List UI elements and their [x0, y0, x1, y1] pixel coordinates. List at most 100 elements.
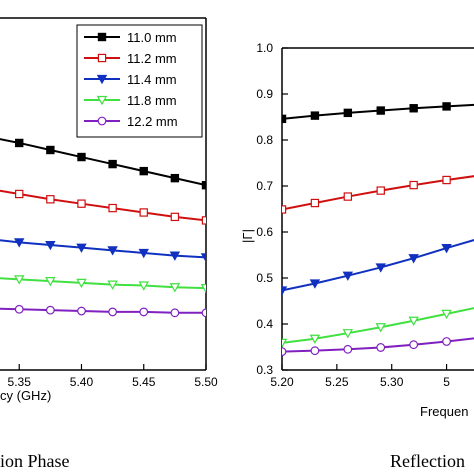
right-point-11-8-mm-2 — [342, 329, 354, 339]
left-x-axis-label: cy (GHz) — [0, 388, 51, 403]
right-y-axis-label: |Γ| — [240, 229, 255, 243]
legend-box — [76, 24, 203, 138]
left-x-tick-label: 5.35 — [8, 375, 32, 389]
right-point-11-8-mm-3 — [375, 323, 386, 333]
right-point-11-8-mm-0 — [282, 338, 288, 349]
left-point-11-2-mm-6 — [139, 208, 148, 217]
left-point-11-8-mm-7 — [169, 283, 181, 293]
right-y-tick-label: 1.0 — [256, 41, 273, 55]
left-point-11-0-mm-8 — [201, 181, 206, 190]
right-point-11-2-mm-3 — [376, 186, 385, 195]
left-point-12-2-mm-6 — [139, 307, 149, 317]
left-point-11-4-mm-6 — [138, 248, 149, 259]
legend-label-11-8-mm: 11.8 mm — [127, 93, 177, 108]
left-point-11-4-mm-8 — [200, 253, 206, 263]
right-point-12-2-mm-5 — [442, 337, 451, 346]
right-point-11-4-mm-0 — [282, 286, 288, 296]
left-point-11-8-mm-4 — [76, 278, 87, 289]
right-x-tick-label: 5.20 — [270, 375, 294, 389]
left-point-11-2-mm-7 — [170, 212, 180, 222]
left-point-11-0-mm-7 — [170, 173, 180, 183]
legend-label-12-2-mm: 12.2 mm — [127, 114, 178, 129]
left-point-11-0-mm-5 — [108, 159, 117, 169]
left-point-12-2-mm-4 — [77, 306, 86, 316]
right-point-12-2-mm-4 — [409, 340, 419, 350]
legend-marker-12-2-mm — [97, 116, 107, 126]
left-point-11-0-mm-3 — [46, 145, 55, 155]
right-point-11-0-mm-0 — [282, 114, 287, 124]
right-y-tick-label: 0.6 — [256, 225, 273, 239]
left-point-12-2-mm-2 — [14, 304, 24, 314]
left-point-11-2-mm-8 — [201, 216, 206, 225]
left-point-11-8-mm-6 — [138, 281, 149, 291]
left-point-11-8-mm-3 — [45, 277, 56, 287]
legend-label-11-0-mm: 11.0 mm — [127, 30, 177, 45]
right-y-tick-label: 0.3 — [256, 363, 273, 377]
legend-label-11-4-mm: 11.4 mm — [127, 72, 177, 87]
legend: 11.0 mm 11.2 mm 11.4 mm 11.8 mm 12.2 mm — [76, 24, 203, 138]
legend-marker-11-8-mm — [96, 95, 108, 106]
right-point-11-8-mm-5 — [441, 309, 452, 320]
left-point-12-2-mm-3 — [45, 305, 55, 315]
left-plot: 5.35 5.40 5.45 5.50 cy (GHz) ion Phase 11.0… — [0, 17, 218, 471]
left-x-tick-label: 5.50 — [194, 375, 218, 389]
right-point-12-2-mm-0 — [282, 347, 287, 356]
right-y-tick-label: 0.4 — [256, 317, 273, 331]
left-point-11-2-mm-4 — [77, 199, 86, 208]
right-point-11-2-mm-4 — [409, 180, 418, 190]
right-point-11-2-mm-5 — [442, 175, 451, 185]
right-point-12-2-mm-1 — [310, 346, 320, 356]
right-point-11-4-mm-2 — [342, 271, 354, 281]
left-caption: ion Phase — [0, 451, 70, 471]
right-x-tick-label: 5.30 — [380, 375, 404, 389]
left-point-11-2-mm-2 — [15, 189, 24, 199]
legend-marker-11-2-mm — [97, 53, 107, 63]
left-point-11-8-mm-5 — [107, 280, 118, 290]
right-y-tick-label: 0.5 — [256, 271, 273, 285]
legend-items: 11.0 mm 11.2 mm 11.4 mm 11.8 mm 12.2 mm — [84, 30, 178, 129]
right-point-11-2-mm-1 — [310, 198, 320, 208]
right-x-tick-label: 5 — [443, 375, 450, 389]
right-y-tick-label: 0.9 — [256, 87, 273, 101]
left-point-12-2-mm-8 — [201, 308, 206, 318]
left-point-11-2-mm-5 — [108, 203, 117, 213]
right-point-11-8-mm-1 — [309, 334, 321, 344]
right-plot: 0.3 0.4 0.5 0.6 0.7 0.8 0.9 1.0 5.20 5.25 5.30 5 |… — [240, 41, 474, 471]
right-point-11-4-mm-4 — [408, 254, 419, 264]
right-point-11-0-mm-5 — [442, 102, 451, 111]
right-point-11-0-mm-3 — [376, 106, 385, 115]
right-series-group — [282, 102, 474, 356]
left-point-11-4-mm-5 — [107, 246, 118, 256]
right-point-11-4-mm-3 — [375, 263, 386, 273]
right-point-11-0-mm-4 — [409, 104, 418, 113]
right-point-11-4-mm-5 — [441, 244, 452, 254]
left-point-11-4-mm-7 — [169, 251, 181, 261]
left-x-tick-label: 5.40 — [70, 375, 94, 389]
legend-label-11-2-mm: 11.2 mm — [127, 51, 177, 66]
left-point-12-2-mm-7 — [170, 308, 180, 318]
right-point-11-4-mm-1 — [309, 279, 321, 289]
legend-marker-11-4-mm — [96, 74, 108, 85]
left-point-11-0-mm-4 — [77, 152, 86, 162]
left-point-11-0-mm-6 — [139, 166, 148, 176]
right-point-11-2-mm-2 — [343, 192, 353, 201]
right-point-12-2-mm-3 — [376, 343, 386, 352]
right-x-ticks: 5.20 5.25 5.30 5 — [270, 364, 450, 389]
left-series-group — [0, 138, 206, 318]
left-x-ticks: 5.35 5.40 5.45 5.50 — [8, 364, 218, 389]
right-caption: Reflection — [390, 451, 465, 471]
left-x-tick-label: 5.45 — [132, 375, 156, 389]
right-y-tick-label: 0.7 — [256, 179, 273, 193]
left-point-11-0-mm-2 — [15, 138, 24, 148]
left-point-12-2-mm-5 — [108, 307, 118, 317]
right-x-axis-label: Frequen — [420, 404, 468, 419]
left-point-11-8-mm-8 — [200, 284, 206, 294]
left-point-11-4-mm-2 — [14, 238, 25, 248]
right-point-11-8-mm-4 — [408, 316, 419, 327]
right-point-11-0-mm-2 — [343, 108, 353, 118]
left-point-11-8-mm-2 — [14, 275, 25, 285]
left-point-11-4-mm-3 — [45, 240, 56, 251]
left-point-11-2-mm-3 — [46, 195, 55, 204]
right-y-tick-label: 0.8 — [256, 133, 273, 147]
